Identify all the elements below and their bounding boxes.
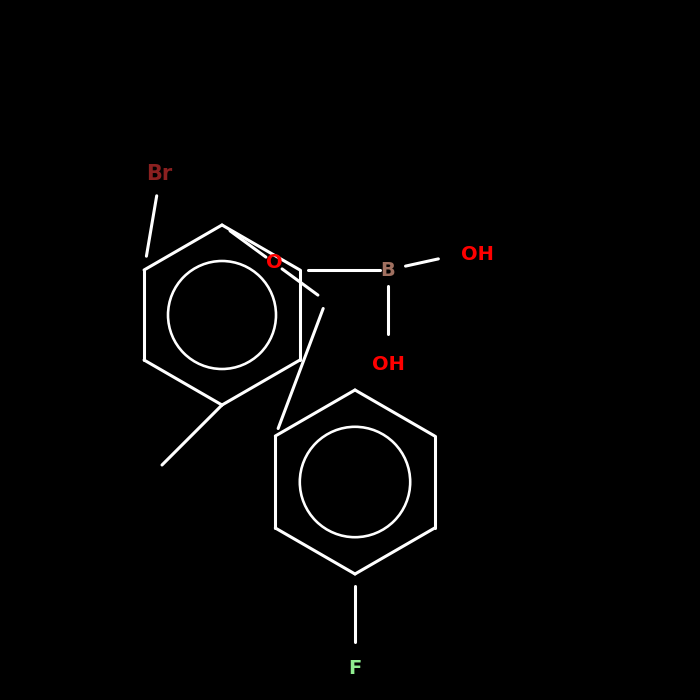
Text: F: F bbox=[349, 659, 362, 678]
Text: Br: Br bbox=[146, 164, 172, 184]
Text: B: B bbox=[381, 260, 395, 279]
Text: OH: OH bbox=[372, 355, 405, 374]
Text: O: O bbox=[266, 253, 282, 272]
Text: OH: OH bbox=[461, 246, 494, 265]
